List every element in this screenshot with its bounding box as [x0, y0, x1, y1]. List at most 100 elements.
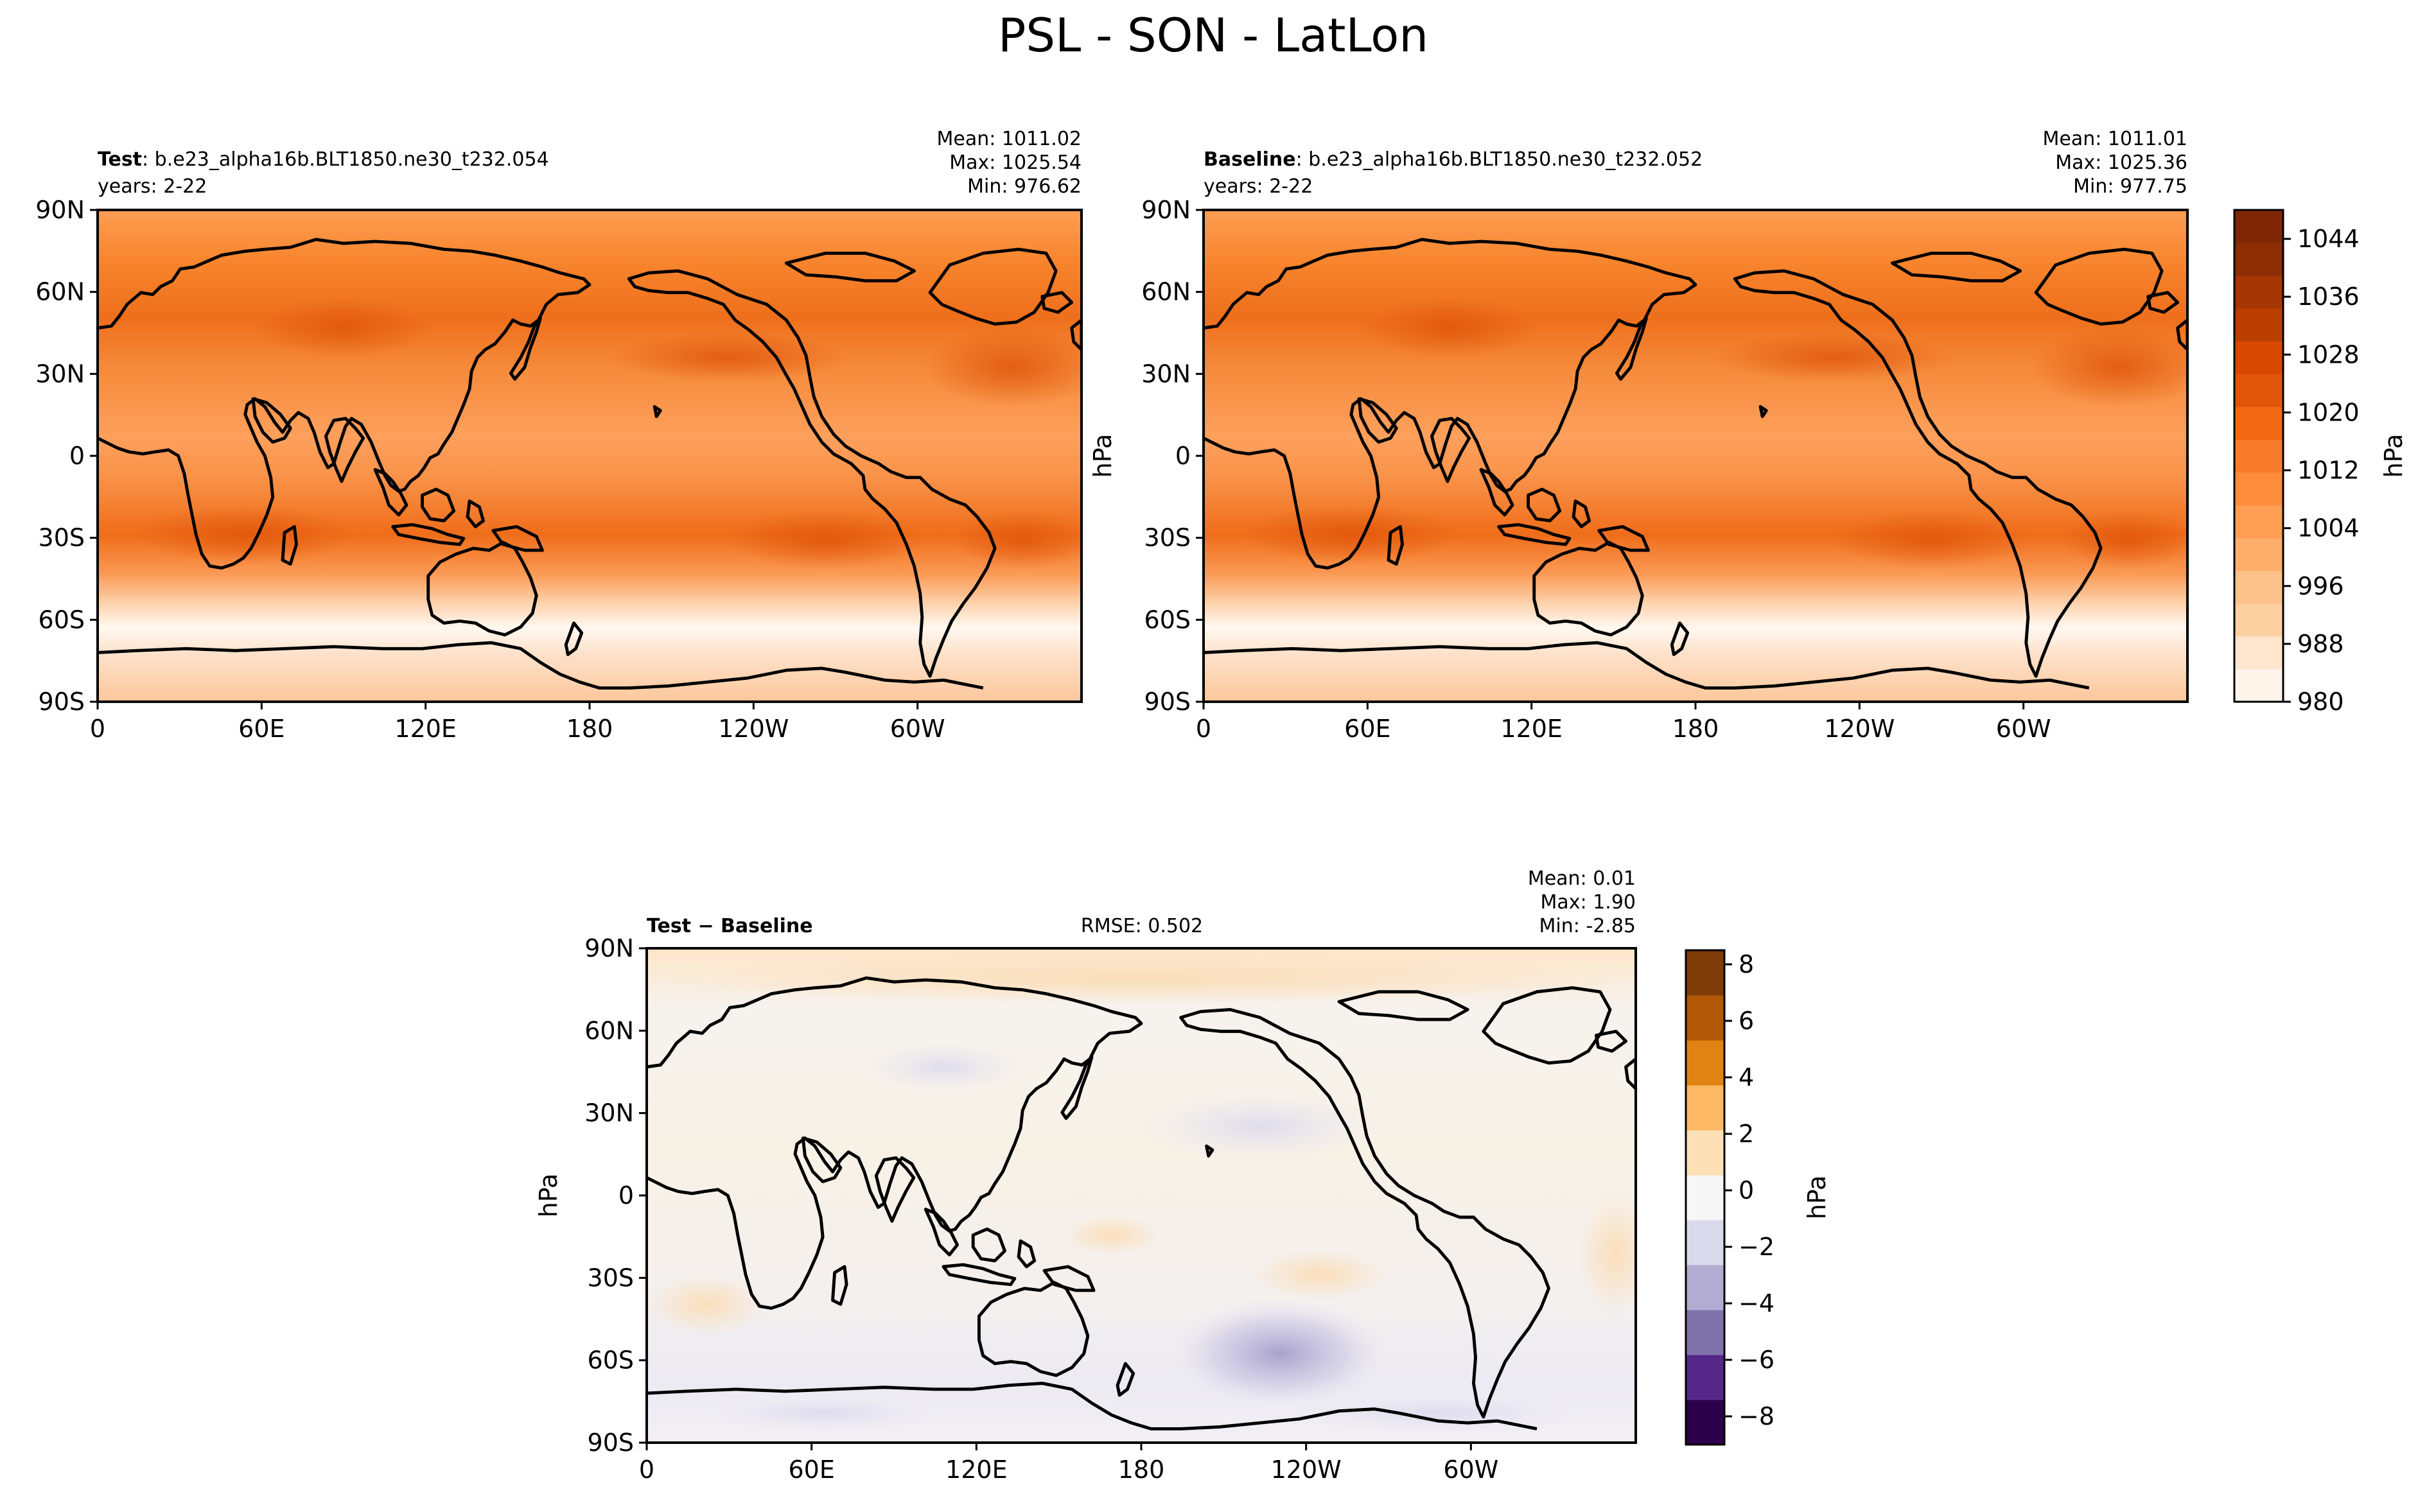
top-colorbar-fill [2234, 210, 2283, 702]
diff-xtick-label: 120E [945, 1456, 1008, 1484]
bottom-colorbar-ticks: −8 −6 −4 −2 0 2 4 6 8 [1724, 950, 1774, 1430]
test-xtick-label: 120W [718, 715, 789, 743]
test-axes: 0 60E 120E 180 120W 60W 90N 60N 30N 0 30S 60S 90S [35, 196, 945, 743]
test-xtick-label: 60E [238, 715, 285, 743]
baseline-ytick-label: 0 [1175, 442, 1191, 470]
bottom-colorbar-segment [1686, 1355, 1724, 1400]
top-colorbar-segment [2234, 439, 2283, 473]
baseline-xtick-label: 120W [1824, 715, 1895, 743]
bottom-colorbar-segment [1686, 1085, 1724, 1131]
top-colorbar-tick-label: 1004 [2297, 514, 2360, 543]
bottom-colorbar-tick-label: 2 [1739, 1120, 1754, 1148]
bottom-colorbar-tick-label: −6 [1739, 1346, 1774, 1374]
top-colorbar-segment [2234, 603, 2283, 637]
top-colorbar-tick-label: 1012 [2297, 456, 2360, 485]
baseline-xtick-label: 180 [1672, 715, 1719, 743]
test-years-label: years: 2-22 [98, 175, 207, 198]
diff-xtick-label: 60E [788, 1456, 834, 1484]
test-ytick-label: 90S [39, 688, 85, 716]
test-ytick-label: 90N [35, 196, 85, 224]
bottom-colorbar-segment [1686, 1175, 1724, 1221]
baseline-ytick-label: 30S [1144, 524, 1191, 552]
test-map [98, 210, 1082, 702]
diff-name-label: Test − Baseline [647, 915, 813, 937]
baseline-min-label: Min: 977.75 [2073, 175, 2187, 198]
test-name-label: Test: b.e23_alpha16b.BLT1850.ne30_t232.0… [98, 148, 549, 171]
baseline-xtick-label: 120E [1500, 715, 1563, 743]
bottom-colorbar-tick-label: 0 [1739, 1176, 1754, 1204]
bottom-colorbar-segment [1686, 995, 1724, 1041]
baseline-map [1204, 210, 2187, 702]
bottom-colorbar-tick-label: 8 [1739, 950, 1754, 978]
test-mean-label: Mean: 1011.02 [937, 128, 1082, 150]
top-colorbar-tick-label: 1044 [2297, 225, 2360, 253]
diff-ytick-label: 60N [584, 1016, 634, 1045]
top-colorbar-segment [2234, 406, 2283, 440]
top-colorbar-tick-label: 1036 [2297, 282, 2360, 311]
diff-field [647, 948, 1636, 1443]
bottom-colorbar-frame [1685, 949, 1726, 1446]
test-name-bold: Test [98, 148, 142, 171]
diff-max-label: Max: 1.90 [1541, 891, 1636, 914]
top-colorbar-segment [2234, 472, 2283, 506]
diff-xtick-label: 180 [1118, 1456, 1165, 1484]
diff-ytick-label: 30N [584, 1099, 634, 1127]
baseline-mean-label: Mean: 1011.01 [2043, 128, 2187, 150]
top-colorbar-segment [2234, 243, 2283, 276]
baseline-name-label: Baseline: b.e23_alpha16b.BLT1850.ne30_t2… [1204, 148, 1703, 171]
test-panel: Test: b.e23_alpha16b.BLT1850.ne30_t232.0… [35, 128, 1083, 743]
top-colorbar-segment [2234, 374, 2283, 407]
baseline-ytick-label: 60S [1144, 605, 1191, 634]
test-xtick-label: 180 [566, 715, 613, 743]
top-colorbar-segment [2234, 570, 2283, 604]
diff-panel: Test − Baseline RMSE: 0.502 Mean: 0.01 M… [534, 867, 1637, 1484]
baseline-name-rest: : b.e23_alpha16b.BLT1850.ne30_t232.052 [1296, 148, 1703, 171]
bottom-colorbar-tick-label: −2 [1739, 1233, 1774, 1261]
test-name-rest: : b.e23_alpha16b.BLT1850.ne30_t232.054 [142, 148, 549, 171]
bottom-colorbar-segment [1686, 1310, 1724, 1355]
bottom-colorbar-segment [1686, 1040, 1724, 1086]
diff-axes: 0 60E 120E 180 120W 60W 90N 60N 30N 0 30S 60S 90S [584, 934, 1498, 1484]
diff-ytick-label: 0 [618, 1181, 634, 1210]
top-colorbar-segment [2234, 341, 2283, 374]
diff-ylabel: hPa [534, 1174, 563, 1218]
diff-rmse-label: RMSE: 0.502 [1081, 915, 1203, 937]
top-colorbar-segment [2234, 505, 2283, 539]
top-colorbar-segment [2234, 668, 2283, 702]
top-colorbar-segment [2234, 308, 2283, 342]
baseline-ylabel: hPa [1089, 434, 1117, 478]
bottom-colorbar-segment [1686, 1130, 1724, 1176]
test-ytick-label: 60N [35, 278, 85, 306]
test-ytick-label: 30S [39, 524, 85, 552]
bottom-colorbar-segment [1686, 1265, 1724, 1310]
test-xtick-label: 0 [90, 715, 105, 743]
diff-xtick-label: 120W [1271, 1456, 1342, 1484]
diff-ytick-label: 30S [588, 1264, 634, 1292]
top-colorbar-segment [2234, 275, 2283, 309]
diff-min-label: Min: -2.85 [1539, 915, 1636, 937]
bottom-colorbar-segment [1686, 1220, 1724, 1265]
top-colorbar-segment [2234, 636, 2283, 670]
bottom-colorbar-label: hPa [1803, 1176, 1831, 1220]
top-colorbar-tick-label: 1020 [2297, 398, 2360, 426]
bottom-colorbar-tick-label: 4 [1739, 1063, 1754, 1091]
top-colorbar-tick-label: 988 [2297, 630, 2344, 658]
baseline-ytick-label: 60N [1141, 278, 1191, 306]
top-colorbar-tick-label: 1028 [2297, 340, 2360, 369]
top-colorbar-tick-label: 980 [2297, 688, 2344, 716]
bottom-colorbar-fill [1686, 950, 1724, 1445]
diff-ytick-label: 90N [584, 934, 634, 962]
test-ytick-label: 30N [35, 360, 85, 388]
diff-xtick-label: 60W [1443, 1456, 1498, 1484]
bottom-colorbar-segment [1686, 1400, 1724, 1445]
diff-map [647, 948, 1636, 1443]
test-ytick-label: 0 [69, 442, 85, 470]
test-min-label: Min: 976.62 [967, 175, 1082, 198]
baseline-ytick-label: 90S [1144, 688, 1191, 716]
baseline-xtick-label: 0 [1196, 715, 1211, 743]
baseline-name-bold: Baseline [1204, 148, 1296, 171]
bottom-colorbar-tick-label: −8 [1739, 1402, 1774, 1430]
bottom-colorbar: −8 −6 −4 −2 0 2 4 6 8 hPa [1685, 949, 1831, 1446]
bottom-colorbar-segment [1686, 950, 1724, 996]
